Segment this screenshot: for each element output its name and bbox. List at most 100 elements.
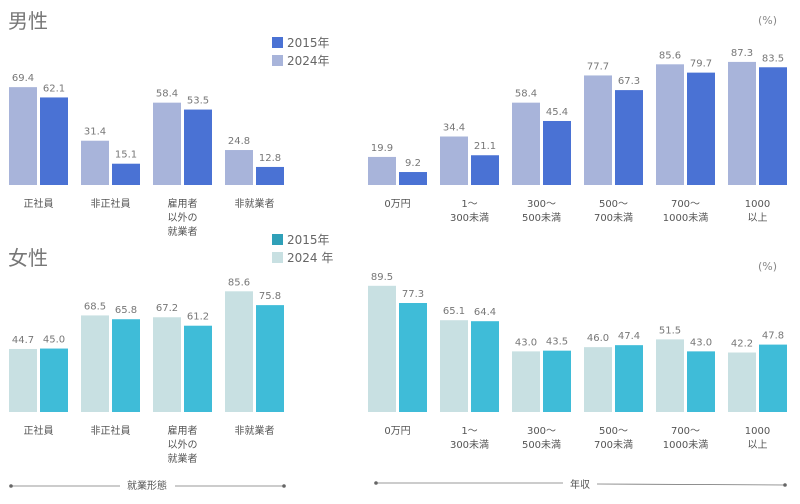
value-label-male-1-0-1: 9.2	[405, 158, 421, 169]
category-label-female-1-5: 1000	[745, 426, 770, 437]
value-label-male-1-4-0: 85.6	[659, 50, 681, 61]
value-label-female-1-5-1: 47.8	[762, 331, 784, 342]
category-label-male-0-2: 就業者	[168, 225, 198, 238]
x-axis-label-employment: 就業形態	[127, 479, 167, 492]
category-label-male-1-0: 0万円	[384, 199, 410, 210]
female-title: 女性	[8, 246, 48, 270]
category-label-female-0-3: 非就業者	[235, 424, 275, 437]
legend-male-2015: 2015年	[287, 36, 330, 50]
category-label-female-1-4: 1000未満	[663, 439, 708, 451]
bar-male-2024年-1-5	[728, 61, 756, 186]
value-label-female-1-1-0: 65.1	[443, 306, 465, 317]
value-label-male-0-1-0: 31.4	[84, 127, 106, 138]
bar-male-2015年-1-2	[543, 120, 571, 185]
value-label-female-1-0-0: 89.5	[371, 272, 393, 283]
bar-male-2024年-1-4	[656, 64, 684, 185]
category-label-female-1-4: 700〜	[671, 426, 700, 437]
category-label-female-1-2: 300〜	[527, 426, 556, 437]
bar-female-2015年-0-3	[256, 305, 284, 412]
category-label-male-0-2: 以外の	[168, 212, 198, 224]
bar-male-2024年-1-1	[440, 136, 468, 185]
category-label-male-0-2: 雇用者	[168, 197, 198, 210]
value-label-female-0-0-0: 44.7	[12, 335, 34, 346]
bar-male-2015年-0-1	[112, 163, 140, 185]
bar-male-2015年-1-5	[759, 67, 787, 185]
value-label-male-1-0-0: 19.9	[371, 143, 393, 154]
x-axis-label-income: 年収	[570, 478, 590, 491]
male-unit: (%)	[758, 14, 777, 27]
bar-female-2015年-1-3	[615, 345, 643, 412]
category-label-male-0-1: 非正社員	[91, 197, 131, 210]
category-label-female-1-1: 1〜	[461, 426, 477, 437]
value-label-male-1-3-1: 67.3	[618, 76, 640, 87]
category-label-male-1-1: 300未満	[450, 212, 489, 224]
category-label-male-1-3: 500〜	[599, 199, 628, 210]
female-unit: (%)	[758, 260, 777, 273]
value-label-female-1-2-1: 43.5	[546, 337, 568, 348]
value-label-male-0-2-0: 58.4	[156, 89, 178, 100]
legend-female-2015: 2015年	[287, 233, 330, 247]
value-label-female-0-1-0: 68.5	[84, 301, 106, 312]
bar-male-2015年-0-2	[184, 109, 212, 185]
category-label-male-0-3: 非就業者	[235, 197, 275, 210]
bar-male-2024年-0-0	[9, 87, 37, 185]
bar-female-2024年-1-2	[512, 351, 540, 412]
bar-female-2015年-1-2	[543, 350, 571, 412]
male-title: 男性	[8, 9, 48, 33]
value-label-male-1-3-0: 77.7	[587, 61, 609, 72]
category-label-female-0-2: 雇用者	[168, 424, 198, 437]
bar-male-2015年-1-3	[615, 90, 643, 185]
category-label-female-1-0: 0万円	[384, 426, 410, 437]
bar-female-2015年-0-0	[40, 348, 68, 412]
bar-female-2024年-1-0	[368, 285, 396, 412]
bar-male-2015年-1-1	[471, 155, 499, 185]
bar-female-2015年-1-1	[471, 321, 499, 412]
legend-swatch-female-2024	[272, 252, 283, 263]
bar-female-2024年-0-2	[153, 317, 181, 412]
category-label-female-0-2: 就業者	[168, 452, 198, 465]
bar-male-2024年-0-1	[81, 140, 109, 185]
value-label-female-0-1-1: 65.8	[115, 305, 137, 316]
bar-female-2015年-1-5	[759, 344, 787, 412]
value-label-male-1-2-1: 45.4	[546, 107, 568, 118]
bar-female-2024年-1-4	[656, 339, 684, 412]
value-label-male-0-0-1: 62.1	[43, 83, 65, 94]
bar-female-2015年-0-2	[184, 325, 212, 412]
value-label-female-1-0-1: 77.3	[402, 289, 424, 300]
bar-female-2024年-0-3	[225, 291, 253, 412]
value-label-female-1-5-0: 42.2	[731, 338, 753, 349]
value-label-female-1-3-1: 47.4	[618, 331, 640, 342]
legend-swatch-male-2024	[272, 55, 283, 66]
value-label-female-0-0-1: 45.0	[43, 335, 65, 346]
category-label-male-1-4: 1000未満	[663, 212, 708, 224]
legend-female-2024: 2024 年	[287, 251, 333, 265]
value-label-male-1-1-1: 21.1	[474, 141, 496, 152]
category-label-male-1-1: 1〜	[461, 199, 477, 210]
bar-male-2015年-0-0	[40, 97, 68, 185]
value-label-male-0-0-0: 69.4	[12, 73, 34, 84]
category-label-female-1-5: 以上	[748, 439, 768, 451]
value-label-male-0-3-1: 12.8	[259, 153, 281, 164]
bar-male-2015年-1-0	[399, 172, 427, 185]
value-label-female-0-2-1: 61.2	[187, 312, 209, 323]
legend-swatch-female-2015	[272, 234, 283, 245]
legend-swatch-male-2015	[272, 37, 283, 48]
bar-female-2024年-0-1	[81, 315, 109, 412]
bar-female-2024年-1-3	[584, 347, 612, 412]
value-label-male-1-4-1: 79.7	[690, 59, 712, 70]
category-label-female-1-3: 500〜	[599, 426, 628, 437]
value-label-female-1-4-0: 51.5	[659, 325, 681, 336]
bar-female-2015年-1-0	[399, 303, 427, 412]
bar-male-2024年-0-3	[225, 150, 253, 185]
category-label-female-1-2: 500未満	[522, 439, 561, 451]
value-label-female-1-1-1: 64.4	[474, 307, 496, 318]
bar-female-2015年-0-1	[112, 319, 140, 412]
value-label-female-1-3-0: 46.0	[587, 333, 609, 344]
value-label-male-0-2-1: 53.5	[187, 96, 209, 107]
value-label-male-1-5-1: 83.5	[762, 53, 784, 64]
value-label-female-0-3-0: 85.6	[228, 277, 250, 288]
legend-male-2024: 2024年	[287, 54, 330, 68]
bar-female-2024年-1-5	[728, 352, 756, 412]
value-label-male-1-2-0: 58.4	[515, 89, 537, 100]
